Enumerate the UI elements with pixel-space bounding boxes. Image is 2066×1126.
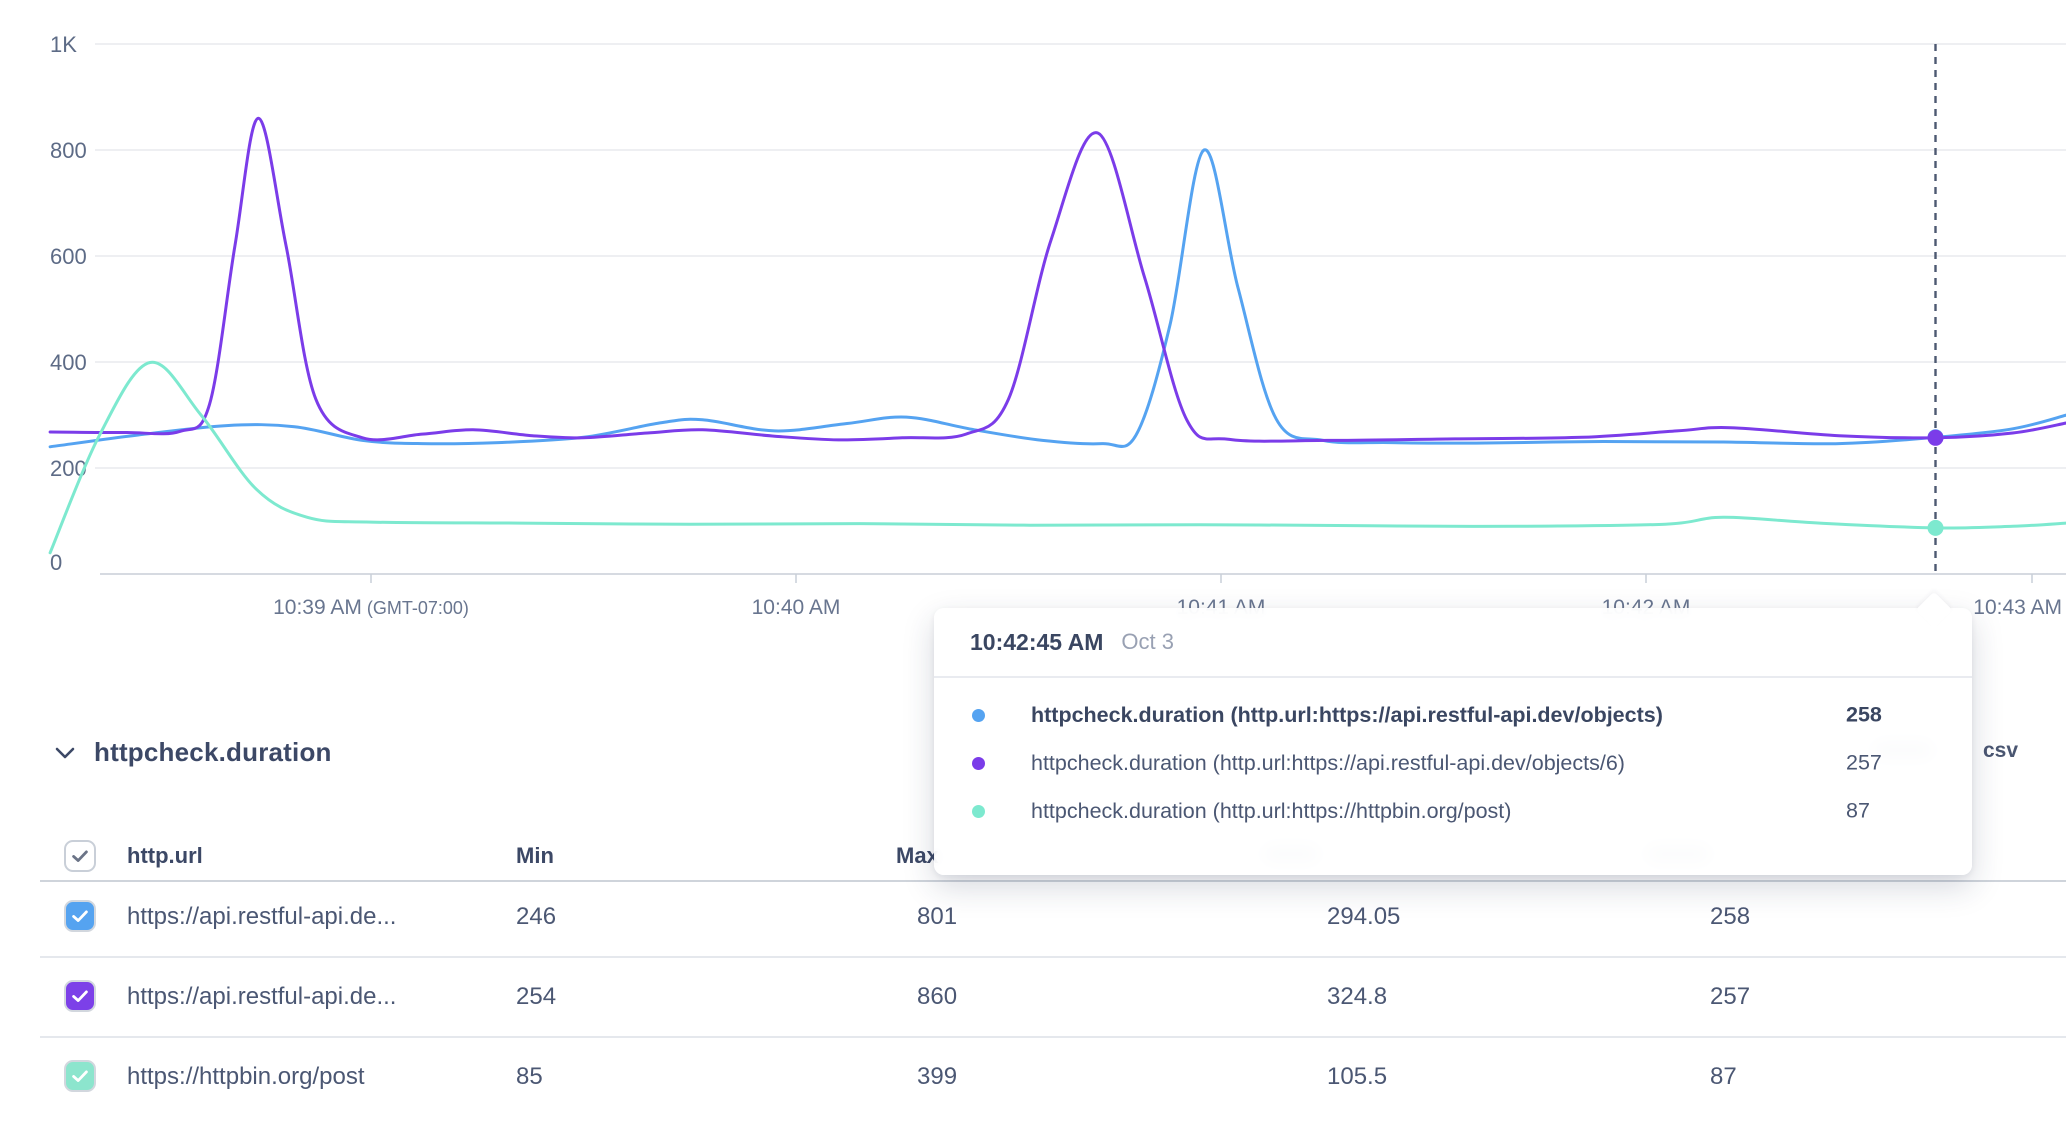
tooltip-series-value: 257 xyxy=(1846,750,1882,775)
table-cell-value: 257 xyxy=(1710,983,1751,1010)
series-line xyxy=(48,360,2066,555)
y-axis-label: 0 xyxy=(50,550,62,575)
table-cell-value: 860 xyxy=(917,983,958,1010)
table-cell-url[interactable]: https://api.restful-api.de... xyxy=(127,903,397,930)
row-checkbox[interactable] xyxy=(64,900,96,932)
tooltip-header: 10:42:45 AM Oct 3 xyxy=(934,608,1972,678)
table-cell-value: 258 xyxy=(1710,903,1751,930)
checkmark-icon xyxy=(72,910,88,922)
tooltip-series-value: 87 xyxy=(1846,798,1870,823)
chart-tooltip: 10:42:45 AM Oct 3 httpcheck.duration (ht… xyxy=(934,591,1972,875)
table-cell-value: 324.8 xyxy=(1327,983,1388,1010)
series-line xyxy=(48,148,2066,449)
column-header-max[interactable]: Max xyxy=(896,843,939,868)
select-all-checkbox[interactable] xyxy=(64,840,96,872)
y-axis-label: 400 xyxy=(50,350,87,375)
row-checkbox[interactable] xyxy=(64,1060,96,1092)
x-axis-label: 10:43 AM xyxy=(1973,596,2062,619)
chevron-down-icon[interactable] xyxy=(53,741,77,765)
tooltip-series-list: httpcheck.duration (http.url:https://api… xyxy=(934,678,1972,835)
table-cell-value: 105.5 xyxy=(1327,1063,1388,1090)
checkmark-icon xyxy=(72,1070,88,1082)
tooltip-series-label: httpcheck.duration (http.url:https://api… xyxy=(1031,702,1663,727)
table-cell-value: 254 xyxy=(516,983,557,1010)
tooltip-timestamp: 10:42:45 AM xyxy=(970,628,1104,655)
table-cell-url[interactable]: https://api.restful-api.de... xyxy=(127,983,397,1010)
tooltip-date: Oct 3 xyxy=(1121,629,1174,654)
series-color-dot xyxy=(972,708,985,722)
tooltip-series-label: httpcheck.duration (http.url:https://htt… xyxy=(1031,798,1512,823)
hover-marker-dot xyxy=(1927,519,1944,536)
column-header-httpurl[interactable]: http.url xyxy=(127,843,203,868)
series-line xyxy=(48,116,2066,443)
metric-section-title: httpcheck.duration xyxy=(94,737,332,767)
table-cell-value: 85 xyxy=(516,1063,543,1090)
table-cell-value: 399 xyxy=(917,1063,958,1090)
table-cell-value: 294.05 xyxy=(1327,903,1401,930)
table-cell-value: 87 xyxy=(1710,1063,1737,1090)
y-axis-label: 800 xyxy=(50,138,87,163)
table-cell-url[interactable]: https://httpbin.org/post xyxy=(127,1063,365,1090)
y-axis-label: 1K xyxy=(50,32,77,57)
checkmark-icon xyxy=(72,990,88,1002)
header-divider xyxy=(40,880,2066,882)
table-cell-value: 801 xyxy=(917,903,958,930)
x-axis-label: 10:39 AM (GMT-07:00) xyxy=(273,596,469,619)
tooltip-series-row: httpcheck.duration (http.url:https://api… xyxy=(970,691,1936,739)
export-csv-link[interactable]: csv xyxy=(1983,739,2019,762)
tooltip-series-row: httpcheck.duration (http.url:https://api… xyxy=(970,739,1936,787)
row-divider xyxy=(40,956,2066,958)
hover-marker-dot xyxy=(1927,429,1944,446)
column-header-min[interactable]: Min xyxy=(516,843,554,868)
series-color-dot xyxy=(972,804,985,818)
tooltip-series-value: 258 xyxy=(1846,702,1882,727)
x-axis-label: 10:40 AM xyxy=(752,596,841,619)
checkmark-icon xyxy=(72,850,88,862)
row-divider xyxy=(40,1036,2066,1038)
series-color-dot xyxy=(972,756,985,770)
table-cell-value: 246 xyxy=(516,903,557,930)
tooltip-series-row: httpcheck.duration (http.url:https://htt… xyxy=(970,787,1936,835)
row-checkbox[interactable] xyxy=(64,980,96,1012)
tooltip-series-label: httpcheck.duration (http.url:https://api… xyxy=(1031,750,1625,775)
y-axis-label: 600 xyxy=(50,244,87,269)
metric-section-header: httpcheck.duration xyxy=(53,737,332,768)
